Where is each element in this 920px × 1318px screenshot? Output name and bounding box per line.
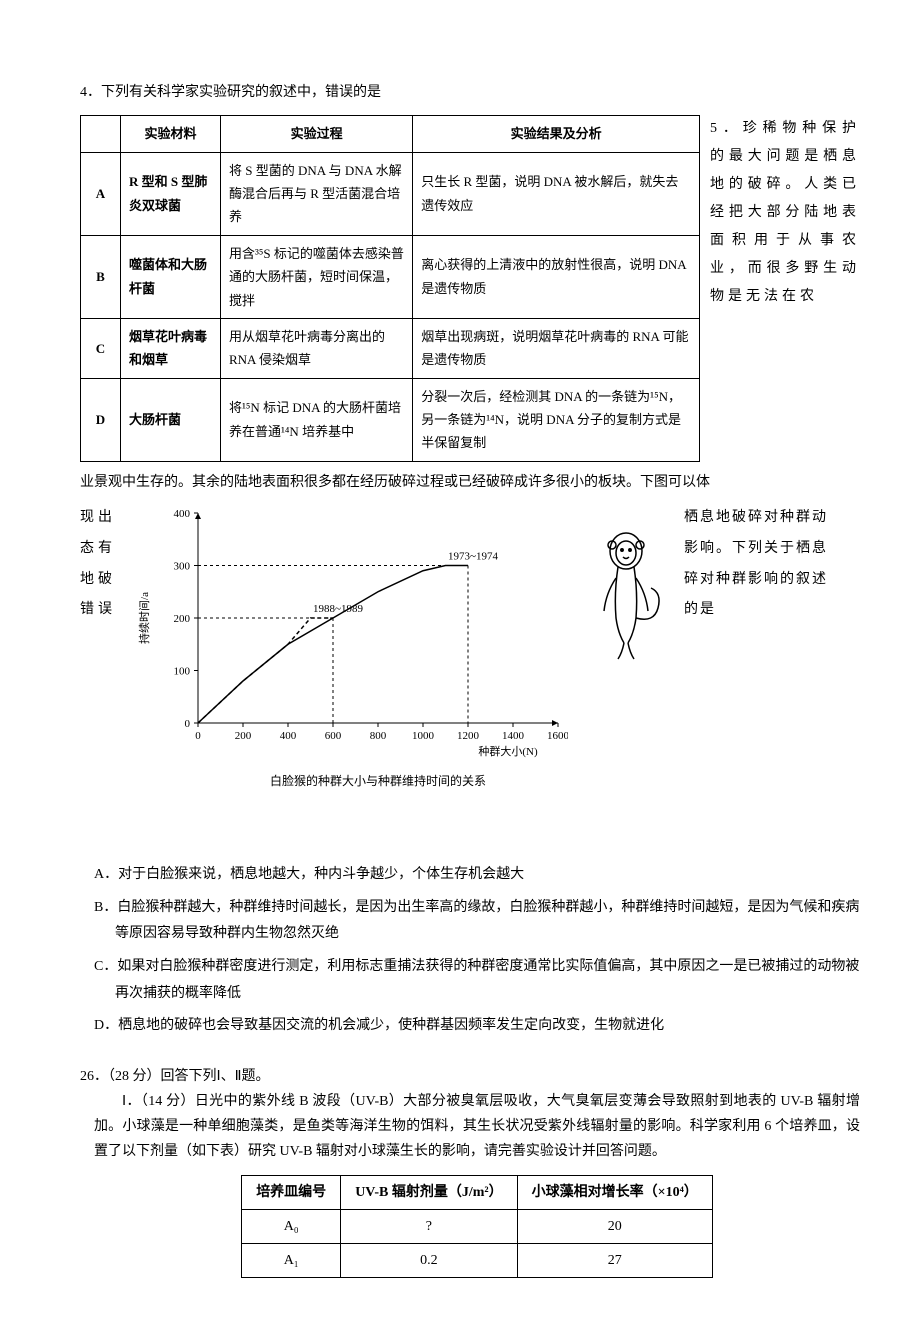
th-blank: [81, 116, 121, 152]
uvb-rate: 20: [517, 1209, 712, 1243]
svg-text:1400: 1400: [502, 730, 525, 742]
table-row: B噬菌体和大肠杆菌用含³⁵S 标记的噬菌体去感染普通的大肠杆菌，短时间保温，搅拌…: [81, 235, 700, 318]
fragment-line: 碎对种群影响的叙述: [684, 565, 860, 596]
options-block: A．对于白脸猴来说，栖息地越大，种内斗争越少，个体生存机会越大 B．白脸猴种群越…: [80, 862, 860, 1040]
table-row: A₁0.227: [242, 1243, 713, 1277]
svg-text:100: 100: [174, 666, 191, 678]
fragment-line: 错误: [80, 595, 120, 626]
row-label: C: [81, 318, 121, 378]
fragment-line: 地破: [80, 565, 120, 596]
table-row: D大肠杆菌将¹⁵N 标记 DNA 的大肠杆菌培养在普通¹⁴N 培养基中分裂一次后…: [81, 378, 700, 461]
q4-q5-row: 实验材料 实验过程 实验结果及分析 AR 型和 S 型肺炎双球菌将 S 型菌的 …: [80, 115, 860, 462]
q26-part1-label: Ⅰ．（14 分）: [122, 1094, 195, 1109]
q5-left-fragments: 现出态有地破错误: [80, 503, 120, 626]
svg-text:400: 400: [174, 508, 191, 520]
q5-side-text: 5．珍稀物种保护的最大问题是栖息地的破碎。人类已经把大部分陆地表面积用于从事农业…: [710, 115, 860, 462]
svg-text:300: 300: [174, 561, 191, 573]
row-label: B: [81, 235, 121, 318]
table-row: AR 型和 S 型肺炎双球菌将 S 型菌的 DNA 与 DNA 水解酶混合后再与…: [81, 152, 700, 235]
th-material: 实验材料: [121, 116, 221, 152]
q26-header: 26．（28 分）回答下列Ⅰ、Ⅱ题。: [80, 1064, 860, 1089]
th-result: 实验结果及分析: [413, 116, 700, 152]
row-material: 大肠杆菌: [121, 378, 221, 461]
uvb-id: A₁: [242, 1243, 341, 1277]
option-d: D．栖息地的破碎也会导致基因交流的机会减少，使种群基因频率发生定向改变，生物就进…: [80, 1013, 860, 1040]
uvb-dose: 0.2: [341, 1243, 517, 1277]
row-material: R 型和 S 型肺炎双球菌: [121, 152, 221, 235]
row-result: 烟草出现病斑，说明烟草花叶病毒的 RNA 可能是遗传物质: [413, 318, 700, 378]
svg-text:种群大小(N): 种群大小(N): [478, 744, 538, 758]
svg-text:200: 200: [235, 730, 252, 742]
svg-text:1200: 1200: [457, 730, 480, 742]
svg-text:800: 800: [370, 730, 387, 742]
chart-box: 0 100 200 300 400 0 200 400 600 800 1000 1200 1400 16…: [128, 503, 568, 802]
row-result: 离心获得的上清液中的放射性很高，说明 DNA 是遗传物质: [413, 235, 700, 318]
row-process: 用含³⁵S 标记的噬菌体去感染普通的大肠杆菌，短时间保温，搅拌: [221, 235, 413, 318]
row-label: D: [81, 378, 121, 461]
chart-section: 现出态有地破错误 0 100 200 300 400 0 200 400 600 800 1000 1…: [80, 503, 860, 802]
row-material: 噬菌体和大肠杆菌: [121, 235, 221, 318]
row-result: 只生长 R 型菌，说明 DNA 被水解后，就失去遗传效应: [413, 152, 700, 235]
uvb-id: A₀: [242, 1209, 341, 1243]
svg-text:400: 400: [280, 730, 297, 742]
fragment-line: 的是: [684, 595, 860, 626]
row-result: 分裂一次后，经检测其 DNA 的一条链为¹⁵N，另一条链为¹⁴N，说明 DNA …: [413, 378, 700, 461]
uvb-th-rate: 小球藻相对增长率（×10⁴）: [517, 1175, 712, 1209]
row-material: 烟草花叶病毒和烟草: [121, 318, 221, 378]
option-a: A．对于白脸猴来说，栖息地越大，种内斗争越少，个体生存机会越大: [80, 862, 860, 889]
question-4-prompt: 4．下列有关科学家实验研究的叙述中，错误的是: [80, 80, 860, 105]
fragment-line: 态有: [80, 534, 120, 565]
fragment-line: 现出: [80, 503, 120, 534]
svg-text:200: 200: [174, 613, 191, 625]
row-process: 将¹⁵N 标记 DNA 的大肠杆菌培养在普通¹⁴N 培养基中: [221, 378, 413, 461]
q26-part1-text: 日光中的紫外线 B 波段（UV-B）大部分被臭氧层吸收，大气臭氧层变薄会导致照射…: [94, 1094, 860, 1159]
svg-text:白脸猴的种群大小与种群维持时间的关系: 白脸猴的种群大小与种群维持时间的关系: [270, 773, 486, 788]
option-c: C．如果对白脸猴种群密度进行测定，利用标志重捕法获得的种群密度通常比实际值偏高，…: [80, 954, 860, 1007]
fragment-line: 栖息地破碎对种群动: [684, 503, 860, 534]
svg-text:1973~1974: 1973~1974: [448, 551, 498, 563]
uvb-th-dose: UV-B 辐射剂量（J/m²）: [341, 1175, 517, 1209]
table-row: A₀?20: [242, 1209, 713, 1243]
svg-text:600: 600: [325, 730, 342, 742]
uvb-table: 培养皿编号 UV-B 辐射剂量（J/m²） 小球藻相对增长率（×10⁴） A₀?…: [241, 1175, 713, 1279]
svg-text:1600: 1600: [547, 730, 568, 742]
option-b: B．白脸猴种群越大，种群维持时间越长，是因为出生率高的缘故，白脸猴种群越小，种群…: [80, 895, 860, 948]
q26-part1: Ⅰ．（14 分）日光中的紫外线 B 波段（UV-B）大部分被臭氧层吸收，大气臭氧…: [94, 1089, 860, 1165]
q5-flow-text: 业景观中生存的。其余的陆地表面积很多都在经历破碎过程或已经破碎成许多很小的板块。…: [80, 470, 860, 495]
th-process: 实验过程: [221, 116, 413, 152]
row-label: A: [81, 152, 121, 235]
monkey-icon: [576, 523, 676, 663]
question-26: 26．（28 分）回答下列Ⅰ、Ⅱ题。 Ⅰ．（14 分）日光中的紫外线 B 波段（…: [80, 1064, 860, 1278]
row-process: 用从烟草花叶病毒分离出的 RNA 侵染烟草: [221, 318, 413, 378]
fragment-line: 影响。下列关于栖息: [684, 534, 860, 565]
uvb-dose: ?: [341, 1209, 517, 1243]
population-chart: 0 100 200 300 400 0 200 400 600 800 1000 1200 1400 16…: [128, 503, 568, 793]
experiment-table: 实验材料 实验过程 实验结果及分析 AR 型和 S 型肺炎双球菌将 S 型菌的 …: [80, 115, 700, 462]
q5-right-fragments: 栖息地破碎对种群动影响。下列关于栖息碎对种群影响的叙述的是: [684, 503, 860, 626]
monkey-illustration: [576, 503, 676, 672]
row-process: 将 S 型菌的 DNA 与 DNA 水解酶混合后再与 R 型活菌混合培养: [221, 152, 413, 235]
svg-text:0: 0: [185, 718, 191, 730]
uvb-th-id: 培养皿编号: [242, 1175, 341, 1209]
uvb-rate: 27: [517, 1243, 712, 1277]
svg-text:1000: 1000: [412, 730, 435, 742]
table-row: C烟草花叶病毒和烟草用从烟草花叶病毒分离出的 RNA 侵染烟草烟草出现病斑，说明…: [81, 318, 700, 378]
experiment-table-wrap: 实验材料 实验过程 实验结果及分析 AR 型和 S 型肺炎双球菌将 S 型菌的 …: [80, 115, 700, 462]
svg-text:持续时间/a: 持续时间/a: [137, 592, 151, 644]
svg-text:0: 0: [195, 730, 201, 742]
